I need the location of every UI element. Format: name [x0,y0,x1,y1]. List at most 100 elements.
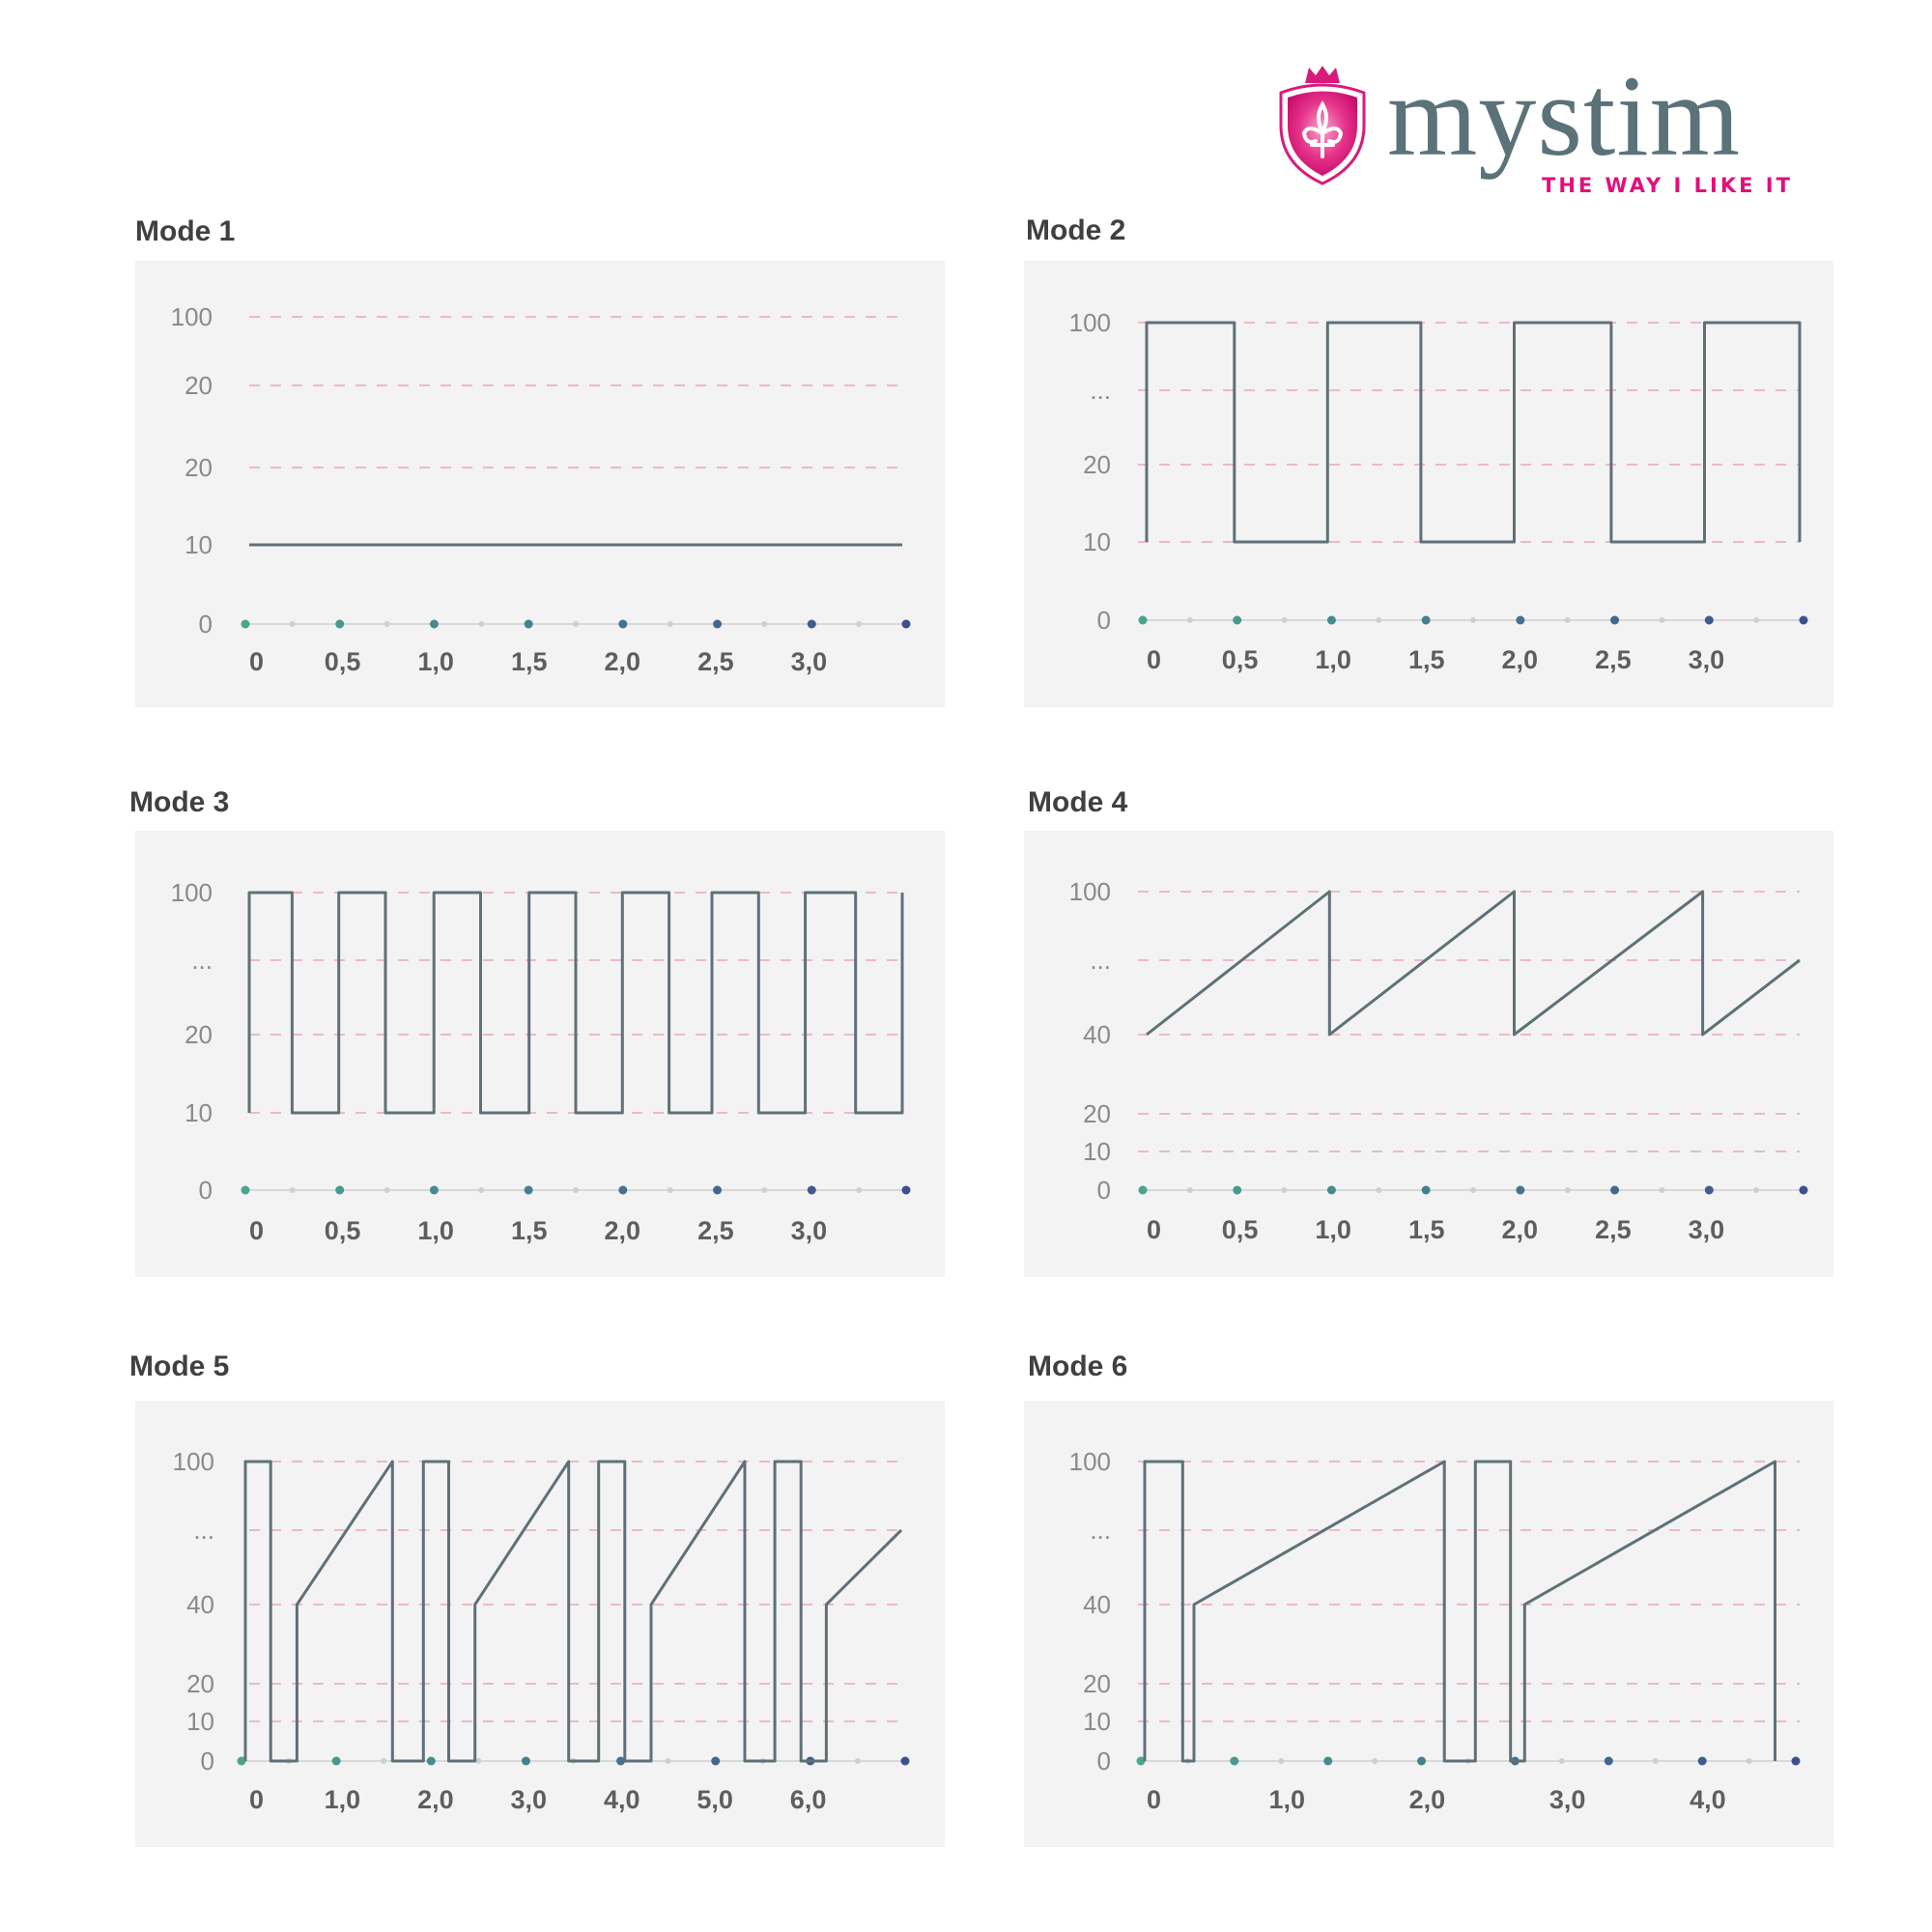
x-tick-labels: 0 0,5 1,0 1,5 2,0 2,5 3,0 [249,1216,827,1245]
series-line [247,891,904,1115]
axis-dot-major [241,619,250,629]
axis-dot-minor [854,1758,861,1764]
mode-3-title: Mode 3 [129,786,230,818]
gridlines [1138,322,1800,543]
axis-dot-major [524,1185,533,1195]
axis-dot-major [616,1756,626,1766]
axis-dot-minor [1659,1187,1665,1193]
x-tick-label: 2,0 [1502,645,1539,674]
mode-5-chart-panel: 100... 40 20 10 0 0 1,0 2,0 3,0 4,0 5,0 6,0 [135,1401,945,1847]
axis-dot-major [901,1185,911,1195]
x-tick-label: 1,0 [417,647,454,676]
axis-dot-major [713,619,723,629]
y-tick-label: ... [1090,376,1111,405]
axis-dot-major [713,1185,723,1195]
mystim-logo: mystim THE WAY I LIKE IT [1273,58,1814,209]
axis-dot-major [1230,1756,1239,1766]
mode-6-chart-panel: 100... 40 20 10 0 0 1,0 2,0 3,0 4,0 [1024,1401,1833,1847]
axis-dot-minor [573,1187,579,1193]
axis-dot-minor [478,1187,485,1193]
axis-dot-major [1138,615,1148,625]
x-tick-label: 0 [1147,645,1161,674]
axis-dot-major [1233,1185,1242,1195]
axis-dot-minor [1186,1187,1193,1193]
x-tick-label: 3,0 [511,1785,548,1814]
axis-dots [1138,1185,1808,1195]
y-tick-label: 20 [1083,1669,1111,1698]
axis-dot-major [331,1756,341,1766]
x-tick-label: 6,0 [790,1785,827,1814]
x-tick-label: 1,0 [417,1216,454,1245]
x-tick-labels: 0 1,0 2,0 3,0 4,0 5,0 6,0 [249,1785,826,1814]
x-tick-label: 2,5 [697,647,734,676]
mode-4-chart-panel: 100... 40 20 10 0 0 0,5 1,0 1,5 2,0 2,5 3,0 [1024,831,1833,1277]
mode-2-title: Mode 2 [1026,214,1126,246]
axis-dot-minor [856,1187,863,1193]
axis-dot-major [1417,1756,1427,1766]
x-tick-label: 3,0 [1549,1785,1586,1814]
mode-2-chart-panel: 100... 20 10 0 0 0,5 1,0 1,5 2,0 2,5 3,0 [1024,261,1833,707]
axis-dot-minor [1186,617,1193,623]
y-tick-label: 20 [185,453,213,482]
axis-dot-major [807,1185,816,1195]
y-tick-label: 10 [185,1098,213,1127]
axis-dot-major [1791,1756,1801,1766]
axis-dot-major [237,1756,246,1766]
logo-tagline: THE WAY I LIKE IT [1542,174,1793,197]
gridlines [1138,891,1800,1152]
axis-dot-minor [289,621,296,627]
axis-dot-major [1516,1185,1525,1195]
y-tick-label: 10 [1083,1707,1111,1736]
axis-dot-minor [1652,1758,1659,1764]
gridlines [249,316,902,546]
y-tick-label: 20 [1083,1099,1111,1128]
x-tick-label: 1,0 [325,1785,361,1814]
x-tick-label: 4,0 [604,1785,640,1814]
y-tick-label: 20 [185,371,213,400]
axis-dot-minor [1564,617,1571,623]
y-tick-label: 100 [1069,877,1111,906]
x-tick-label: 1,5 [1408,645,1445,674]
axis-dot-minor [478,621,485,627]
axis-dot-major [426,1756,436,1766]
axis-dot-minor [384,1187,390,1193]
mode-1-chart-panel: 100 20 20 10 0 0 0,5 1,0 1,5 2,0 2,5 3,0 [135,261,945,707]
axis-dot-minor [289,1187,296,1193]
x-tick-label: 0 [1147,1215,1161,1244]
axis-dots [1138,615,1808,625]
x-tick-label: 2,5 [697,1216,734,1245]
y-tick-label: 100 [1069,308,1111,337]
x-tick-label: 0,5 [1222,1215,1259,1244]
axis-dot-major [335,619,345,629]
axis-dot-major [429,1185,439,1195]
axis-dot-major [618,1185,628,1195]
y-tick-label: 10 [1083,527,1111,556]
y-tick-label: 10 [1083,1137,1111,1166]
axis-dot-major [524,619,533,629]
x-tick-labels: 0 1,0 2,0 3,0 4,0 [1147,1785,1726,1814]
axis-dot-major [618,619,628,629]
axis-dot-major [1704,615,1714,625]
axis-dot-major [521,1756,530,1766]
axis-dot-minor [1278,1758,1285,1764]
y-tick-label: 100 [1069,1447,1111,1476]
axis-dot-major [1421,615,1431,625]
axis-dot-minor [1564,1187,1571,1193]
x-tick-label: 5,0 [696,1785,733,1814]
y-tick-label: 100 [173,1447,214,1476]
axis-dot-minor [1659,617,1665,623]
axis-dot-minor [1281,1187,1288,1193]
y-tick-label: 40 [186,1590,214,1619]
axis-dots [241,1185,911,1195]
x-tick-label: 1,0 [1315,645,1351,674]
y-tick-label: 100 [171,302,213,331]
axis-dot-major [1697,1756,1707,1766]
mode-1-title: Mode 1 [135,215,236,247]
x-tick-label: 1,5 [1408,1215,1445,1244]
